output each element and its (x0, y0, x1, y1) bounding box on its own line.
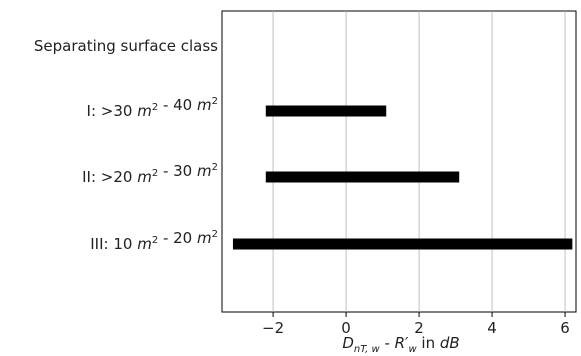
grid-lines (272, 11, 566, 312)
range-bar (265, 105, 387, 117)
x-axis-label: DnT, w - R′w in dB (342, 334, 459, 355)
range-bar (265, 171, 460, 183)
range-bar (232, 238, 573, 250)
plot-frame (221, 10, 577, 313)
x-tick-label: 0 (341, 319, 351, 337)
x-tick-label: 6 (560, 319, 570, 337)
x-ticks: −2 0 2 4 6 (262, 312, 570, 337)
x-tick-label: 2 (414, 319, 424, 337)
x-tick-label: 4 (487, 319, 497, 337)
category-label: III: 10 m2 - 20 m2 (90, 229, 218, 253)
bars (232, 105, 573, 250)
header-label: Separating surface class (34, 37, 218, 55)
category-label: I: >30 m2 - 40 m2 (87, 96, 218, 120)
category-labels: I: >30 m2 - 40 m2 II: >20 m2 - 30 m2 III: … (82, 96, 218, 253)
x-tick-label: −2 (262, 319, 284, 337)
category-label: II: >20 m2 - 30 m2 (82, 162, 218, 186)
